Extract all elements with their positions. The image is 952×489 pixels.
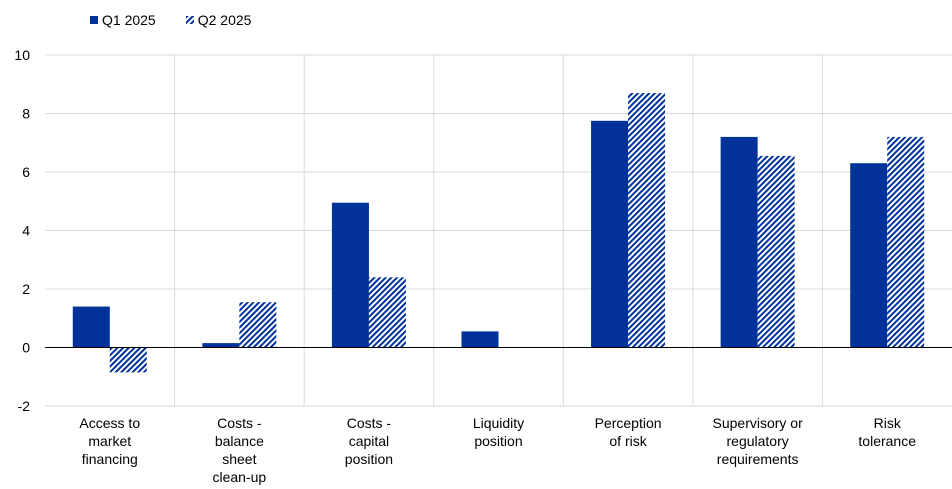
category-label: Costs -capital position bbox=[345, 415, 393, 467]
category-label: Supervisory or regulatory requirements bbox=[713, 415, 804, 467]
legend: Q1 2025 Q2 2025 bbox=[90, 12, 251, 28]
category-label: Liquidity position bbox=[473, 415, 524, 449]
bar-q2 bbox=[757, 155, 795, 348]
y-tick-label: 4 bbox=[22, 223, 30, 239]
legend-label-q2: Q2 2025 bbox=[197, 12, 252, 28]
legend-swatch-q1 bbox=[90, 16, 98, 24]
grid-layer bbox=[45, 54, 952, 407]
y-tick-label: 0 bbox=[22, 340, 30, 356]
bar-q1 bbox=[850, 163, 888, 348]
bar-q2 bbox=[887, 136, 925, 348]
legend-swatch-q2 bbox=[185, 16, 194, 24]
y-tick-label: 2 bbox=[22, 281, 30, 297]
bar-q2 bbox=[628, 93, 666, 348]
bar-q1 bbox=[591, 120, 629, 348]
bar-q1 bbox=[202, 343, 240, 348]
bar-layer bbox=[72, 93, 925, 373]
y-tick-label: 8 bbox=[22, 106, 30, 122]
bar-q1 bbox=[720, 136, 758, 348]
legend-item-q2: Q2 2025 bbox=[185, 12, 252, 28]
category-label: Risk tolerance bbox=[858, 415, 916, 449]
legend-label-q1: Q1 2025 bbox=[102, 12, 156, 28]
y-tick-label: -2 bbox=[18, 398, 31, 414]
label-layer: 10 8 6 4 2 0 -2 Access to market financing Costs -… bbox=[14, 47, 916, 485]
category-label: Costs -balance sheet clean-up bbox=[213, 415, 267, 485]
bar-q1 bbox=[331, 202, 369, 348]
bar-q2 bbox=[109, 347, 147, 373]
y-tick-label: 10 bbox=[14, 47, 30, 63]
bar-q2 bbox=[368, 277, 406, 348]
legend-item-q1: Q1 2025 bbox=[90, 12, 156, 28]
category-label: Perception of risk bbox=[595, 415, 662, 449]
bar-q2 bbox=[239, 302, 277, 348]
bar-q1 bbox=[461, 331, 499, 348]
y-tick-label: 6 bbox=[22, 164, 30, 180]
category-label: Access to market financing bbox=[79, 415, 140, 467]
bar-q1 bbox=[72, 306, 110, 348]
